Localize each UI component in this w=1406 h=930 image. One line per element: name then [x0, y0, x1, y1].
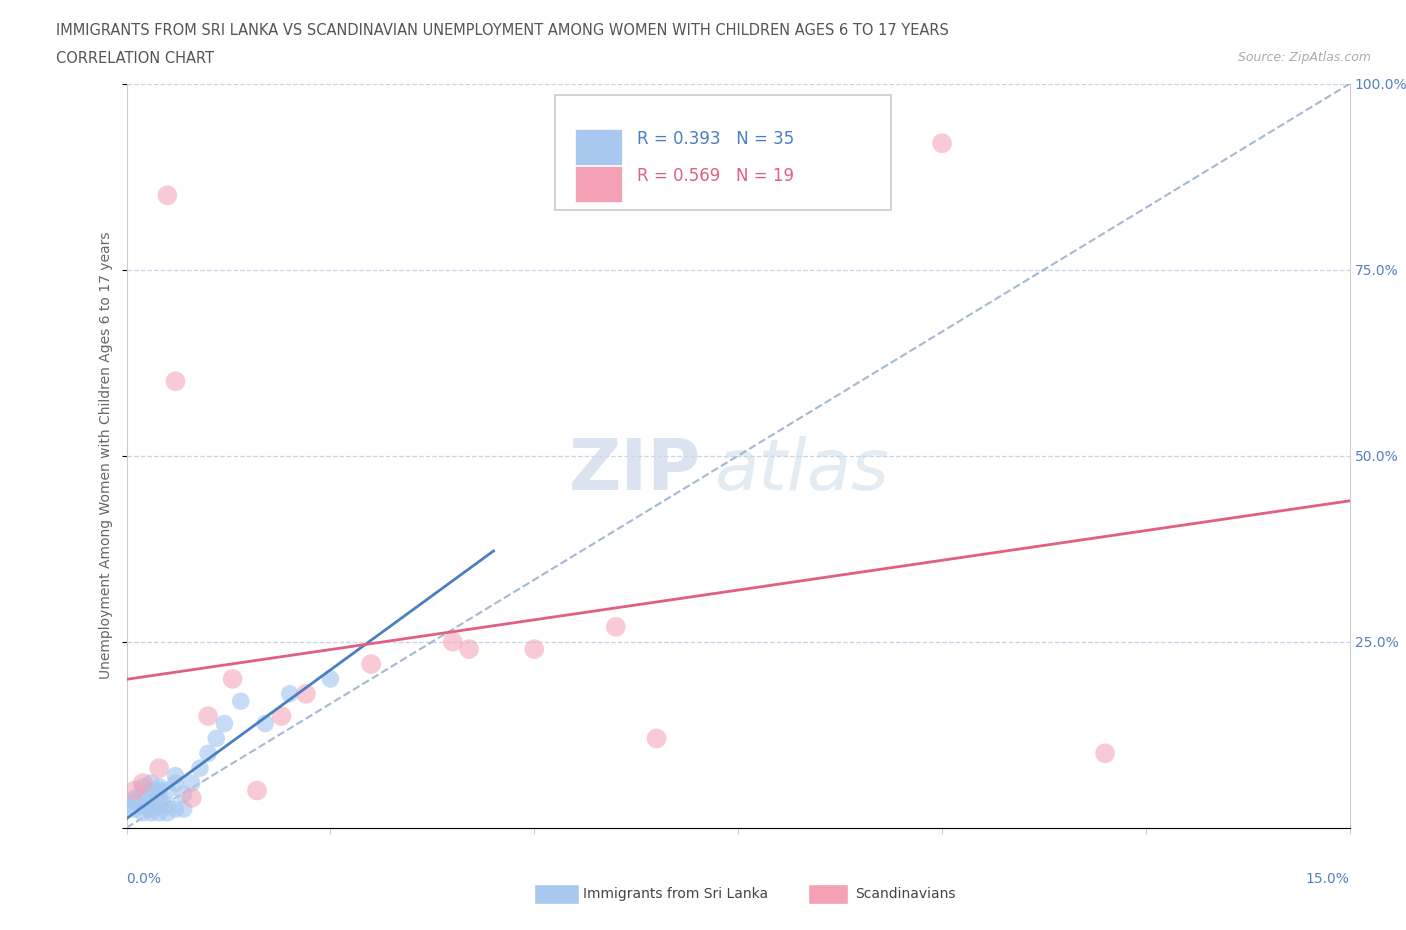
Point — [246, 783, 269, 798]
Text: R = 0.569   N = 19: R = 0.569 N = 19 — [637, 167, 793, 185]
Point — [139, 776, 162, 790]
Point — [1094, 746, 1116, 761]
Point — [132, 776, 155, 790]
Point — [645, 731, 668, 746]
Text: IMMIGRANTS FROM SRI LANKA VS SCANDINAVIAN UNEMPLOYMENT AMONG WOMEN WITH CHILDREN: IMMIGRANTS FROM SRI LANKA VS SCANDINAVIA… — [56, 23, 949, 38]
Point — [132, 805, 155, 820]
Point — [180, 790, 202, 805]
Point — [148, 798, 170, 813]
Point — [148, 783, 170, 798]
Text: 15.0%: 15.0% — [1306, 872, 1350, 886]
Point — [173, 787, 195, 802]
FancyBboxPatch shape — [575, 166, 621, 202]
Text: ZIP: ZIP — [569, 436, 702, 505]
Text: atlas: atlas — [714, 436, 889, 505]
Point — [139, 794, 162, 809]
Point — [148, 761, 170, 776]
FancyBboxPatch shape — [575, 129, 621, 165]
Point — [115, 798, 138, 813]
Point — [132, 779, 155, 794]
Point — [441, 634, 464, 649]
Y-axis label: Unemployment Among Women with Children Ages 6 to 17 years: Unemployment Among Women with Children A… — [100, 232, 114, 680]
Point — [132, 798, 155, 813]
Point — [156, 805, 179, 820]
Point — [148, 790, 170, 805]
Point — [139, 805, 162, 820]
Point — [360, 657, 382, 671]
Point — [139, 783, 162, 798]
Point — [148, 779, 170, 794]
Point — [165, 374, 187, 389]
Text: 0.0%: 0.0% — [127, 872, 162, 886]
Point — [156, 798, 179, 813]
Point — [173, 802, 195, 817]
Point — [458, 642, 481, 657]
Point — [139, 802, 162, 817]
Point — [165, 768, 187, 783]
Point — [931, 136, 953, 151]
Text: R = 0.393   N = 35: R = 0.393 N = 35 — [637, 130, 794, 148]
Text: Source: ZipAtlas.com: Source: ZipAtlas.com — [1237, 51, 1371, 64]
Point — [156, 188, 179, 203]
Point — [214, 716, 236, 731]
Point — [278, 686, 301, 701]
Point — [165, 776, 187, 790]
Point — [156, 783, 179, 798]
Point — [270, 709, 292, 724]
Point — [605, 619, 627, 634]
Text: CORRELATION CHART: CORRELATION CHART — [56, 51, 214, 66]
Text: Immigrants from Sri Lanka: Immigrants from Sri Lanka — [583, 886, 769, 901]
Point — [124, 790, 146, 805]
Point — [523, 642, 546, 657]
Point — [295, 686, 318, 701]
Point — [319, 671, 342, 686]
Point — [197, 746, 219, 761]
Point — [148, 805, 170, 820]
Point — [205, 731, 228, 746]
Point — [132, 787, 155, 802]
Point — [124, 794, 146, 809]
Point — [254, 716, 277, 731]
Point — [221, 671, 243, 686]
Point — [197, 709, 219, 724]
Point — [124, 802, 146, 817]
Point — [124, 783, 146, 798]
FancyBboxPatch shape — [554, 95, 891, 210]
Point — [188, 761, 211, 776]
Point — [165, 802, 187, 817]
Point — [229, 694, 252, 709]
Text: Scandinavians: Scandinavians — [855, 886, 955, 901]
Point — [180, 776, 202, 790]
